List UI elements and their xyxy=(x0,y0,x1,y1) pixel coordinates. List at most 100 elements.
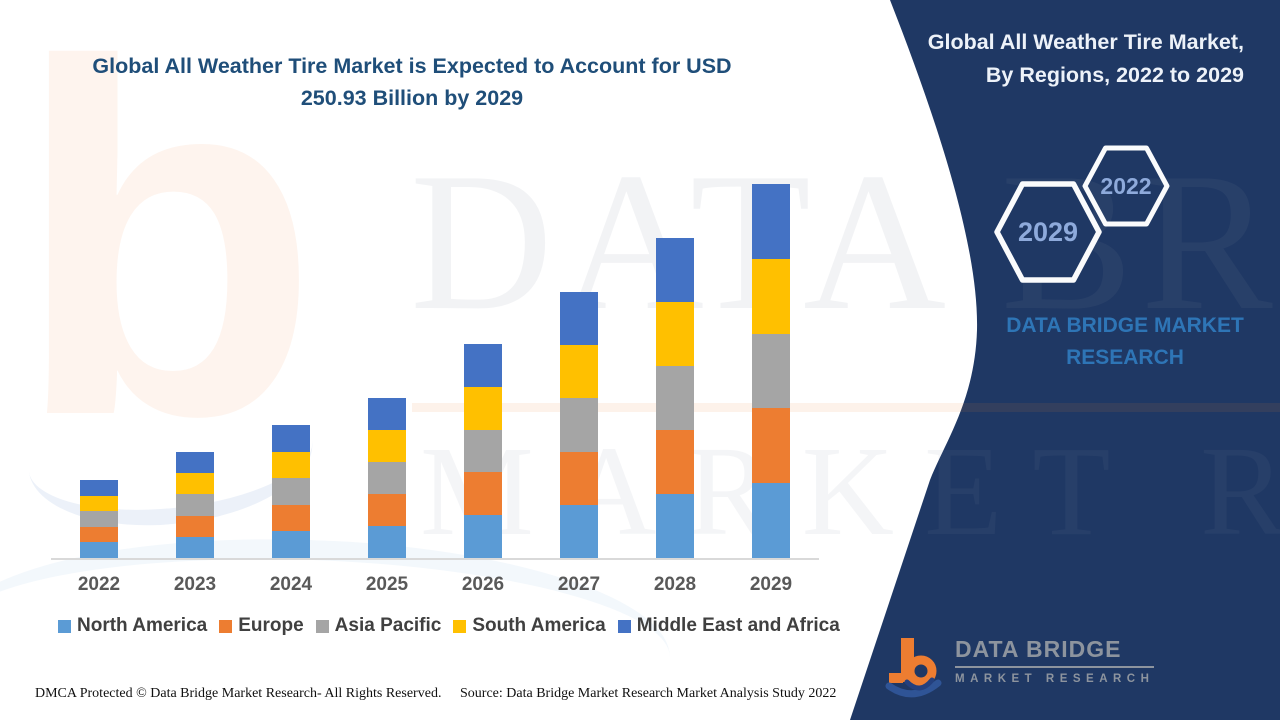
company-logo-subtitle: MARKET RESEARCH xyxy=(955,673,1155,685)
legend-item-north-america: North America xyxy=(58,615,207,637)
stacked-bar-2022 xyxy=(80,480,118,558)
legend-label: South America xyxy=(472,615,606,636)
page-title: Global All Weather Tire Market is Expect… xyxy=(92,54,732,110)
legend-swatch xyxy=(315,619,329,633)
segment-2025-north-america xyxy=(368,526,406,558)
segment-2028-middle-east-and-africa xyxy=(656,238,694,302)
segment-2022-europe xyxy=(80,526,118,543)
stacked-bar-2026 xyxy=(464,344,502,558)
x-axis-label-2028: 2028 xyxy=(653,574,697,595)
segment-2028-south-america xyxy=(656,302,694,366)
legend-swatch xyxy=(58,619,71,633)
segment-2025-asia-pacific xyxy=(368,462,406,494)
x-axis-label-2024: 2024 xyxy=(269,574,313,595)
segment-2029-middle-east-and-africa xyxy=(752,184,790,259)
segment-2026-south-america xyxy=(464,386,502,430)
segment-2022-north-america xyxy=(80,542,118,558)
bar-slot-2025 xyxy=(339,180,435,558)
segment-2024-middle-east-and-africa xyxy=(272,425,310,452)
panel-title: Global All Weather Tire Market, By Regio… xyxy=(864,26,1244,92)
stacked-bar-2025 xyxy=(368,398,406,558)
hexagon-badges: 2022 2029 xyxy=(994,145,1170,283)
panel-title-line1: Global All Weather Tire Market, xyxy=(927,30,1244,54)
segment-2028-europe xyxy=(656,430,694,494)
x-axis-label-2026: 2026 xyxy=(461,574,505,595)
segment-2023-south-america xyxy=(176,473,214,495)
company-logo: DATA BRIDGE MARKET RESEARCH xyxy=(885,636,1155,700)
segment-2024-asia-pacific xyxy=(272,478,310,505)
segment-2029-europe xyxy=(752,408,790,484)
hexagon-2029 xyxy=(994,181,1102,283)
bar-slot-2029 xyxy=(723,180,819,558)
dmca-notice: DMCA Protected © Data Bridge Market Rese… xyxy=(35,686,442,701)
stacked-bar-2029 xyxy=(752,184,790,558)
bar-slot-2023 xyxy=(147,180,243,558)
panel-title-line2: By Regions, 2022 to 2029 xyxy=(985,63,1244,87)
segment-2025-middle-east-and-africa xyxy=(368,398,406,430)
panel-brand-line2: RESEARCH xyxy=(1066,346,1184,369)
legend-item-south-america: South America xyxy=(453,615,606,637)
segment-2026-north-america xyxy=(464,515,502,558)
segment-2022-south-america xyxy=(80,495,118,512)
segment-2023-middle-east-and-africa xyxy=(176,452,214,474)
company-logo-name: DATA BRIDGE xyxy=(955,636,1155,668)
legend-item-europe: Europe xyxy=(219,615,304,637)
segment-2026-asia-pacific xyxy=(464,429,502,473)
segment-2026-middle-east-and-africa xyxy=(464,344,502,387)
legend-item-middle-east-and-africa: Middle East and Africa xyxy=(617,615,840,637)
legend-swatch xyxy=(219,619,233,633)
hexagon-2022-label: 2022 xyxy=(1100,173,1151,199)
segment-2028-north-america xyxy=(656,494,694,558)
x-axis-labels: 2022 2023 2024 2025 2026 2027 2028 2029 xyxy=(51,574,819,596)
segment-2027-asia-pacific xyxy=(560,398,598,452)
bar-slot-2026 xyxy=(435,180,531,558)
hexagon-2022 xyxy=(1082,145,1170,227)
segment-2028-asia-pacific xyxy=(656,366,694,430)
segment-2024-north-america xyxy=(272,531,310,558)
company-logo-text: DATA BRIDGE MARKET RESEARCH xyxy=(955,636,1155,685)
legend-label: Europe xyxy=(238,615,304,636)
bar-slot-2022 xyxy=(51,180,147,558)
x-axis-label-2027: 2027 xyxy=(557,574,601,595)
source-note: Source: Data Bridge Market Research Mark… xyxy=(460,686,837,701)
stacked-bar-2024 xyxy=(272,425,310,558)
x-axis-label-2029: 2029 xyxy=(749,574,793,595)
company-logo-icon xyxy=(885,638,942,698)
segment-2022-asia-pacific xyxy=(80,511,118,527)
stacked-bar-2027 xyxy=(560,292,598,558)
segment-2029-asia-pacific xyxy=(752,333,790,409)
stacked-bar-2023 xyxy=(176,452,214,558)
segment-2025-south-america xyxy=(368,430,406,462)
segment-2024-south-america xyxy=(272,451,310,479)
stacked-bar-2028 xyxy=(656,238,694,558)
segment-2023-north-america xyxy=(176,536,214,558)
bar-slot-2024 xyxy=(243,180,339,558)
legend-label: Asia Pacific xyxy=(334,615,442,636)
segment-2029-north-america xyxy=(752,483,790,558)
panel-brand-line1: DATA BRIDGE MARKET xyxy=(1006,314,1244,337)
chart-legend: North America Europe Asia Pacific South Ame… xyxy=(58,615,840,637)
legend-label: Middle East and Africa xyxy=(636,615,840,636)
legend-swatch xyxy=(453,619,467,633)
bar-slot-2027 xyxy=(531,180,627,558)
segment-2023-asia-pacific xyxy=(176,494,214,516)
segment-2027-europe xyxy=(560,451,598,505)
segment-2022-middle-east-and-africa xyxy=(80,480,118,496)
bar-slot-2028 xyxy=(627,180,723,558)
x-axis-label-2025: 2025 xyxy=(365,574,409,595)
hexagon-2029-label: 2029 xyxy=(1018,217,1078,247)
segment-2027-middle-east-and-africa xyxy=(560,292,598,346)
legend-label: North America xyxy=(77,615,208,636)
segment-2026-europe xyxy=(464,472,502,516)
segment-2027-south-america xyxy=(560,345,598,399)
legend-swatch xyxy=(617,619,631,633)
segment-2024-europe xyxy=(272,504,310,532)
panel-brand-text: DATA BRIDGE MARKET RESEARCH xyxy=(960,310,1280,374)
x-axis-label-2022: 2022 xyxy=(77,574,121,595)
stacked-bar-chart xyxy=(51,180,819,560)
segment-2029-south-america xyxy=(752,258,790,334)
legend-item-asia-pacific: Asia Pacific xyxy=(315,615,442,637)
segment-2025-europe xyxy=(368,494,406,526)
segment-2027-north-america xyxy=(560,504,598,558)
